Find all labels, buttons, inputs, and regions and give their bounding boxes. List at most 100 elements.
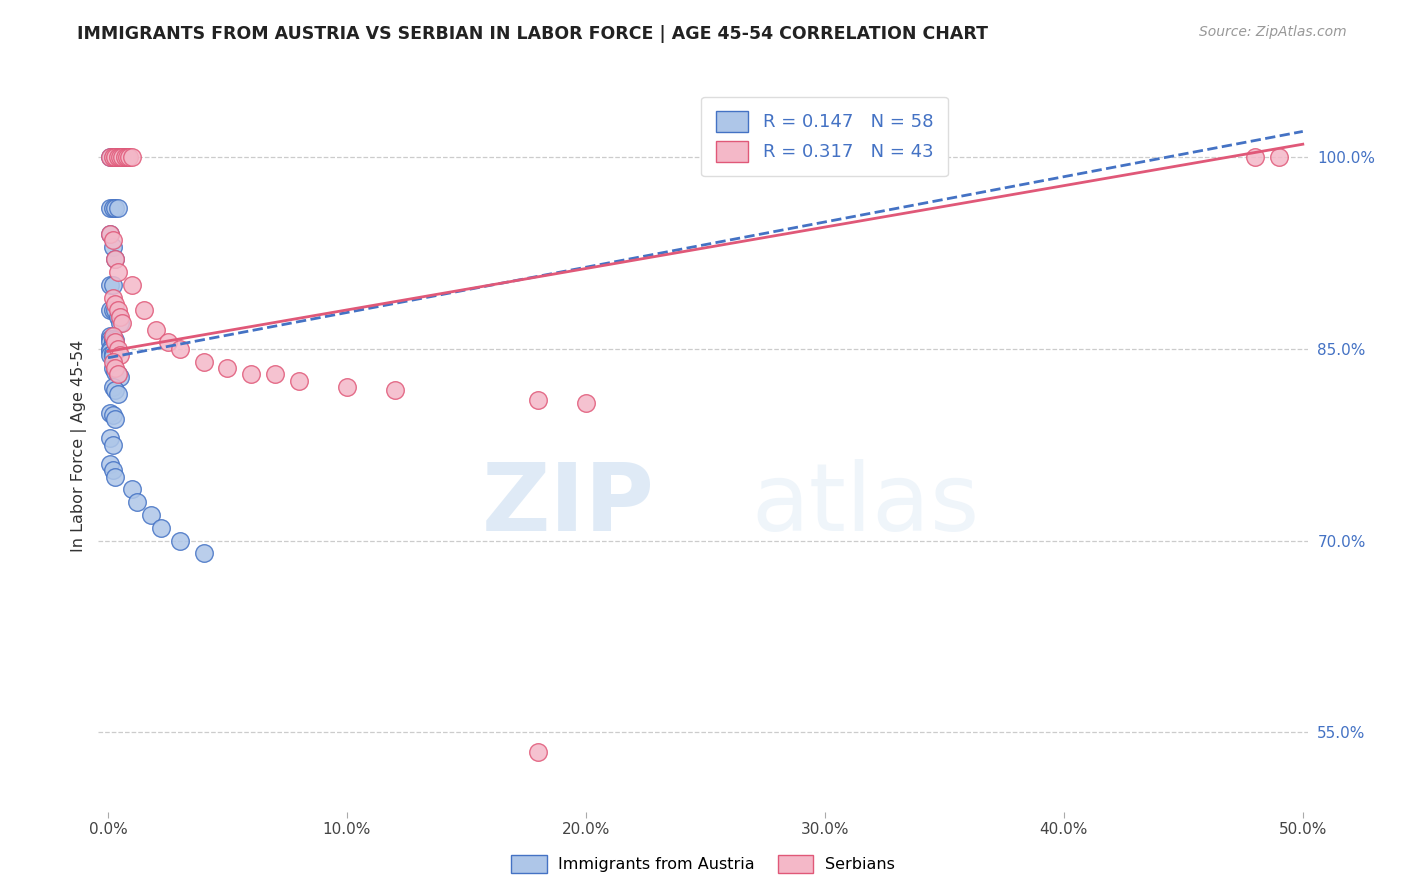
Point — [111, 150, 134, 164]
Point — [101, 303, 124, 318]
Point — [288, 374, 311, 388]
Point — [115, 150, 138, 164]
Point — [107, 310, 129, 324]
Point — [98, 150, 121, 164]
Point — [139, 508, 162, 522]
Point — [217, 361, 239, 376]
Point — [101, 345, 124, 359]
Point — [101, 350, 124, 364]
Point — [1244, 150, 1267, 164]
Point — [101, 438, 124, 452]
Point — [101, 332, 124, 346]
Point — [98, 342, 121, 356]
Point — [104, 338, 127, 352]
Point — [101, 201, 124, 215]
Point — [101, 233, 124, 247]
Point — [108, 150, 131, 164]
Point — [98, 344, 121, 359]
Point — [104, 412, 127, 426]
Point — [101, 354, 124, 368]
Point — [104, 150, 127, 164]
Point — [108, 150, 131, 164]
Point — [104, 150, 127, 164]
Point — [107, 368, 129, 382]
Point — [121, 150, 143, 164]
Point — [111, 316, 134, 330]
Point — [125, 495, 148, 509]
Point — [104, 333, 127, 347]
Point — [98, 406, 121, 420]
Point — [98, 227, 121, 241]
Point — [384, 383, 406, 397]
Point — [98, 227, 121, 241]
Point — [107, 368, 129, 382]
Point — [240, 368, 263, 382]
Point — [575, 395, 598, 409]
Point — [104, 303, 127, 318]
Point — [118, 150, 141, 164]
Point — [107, 386, 129, 401]
Text: IMMIGRANTS FROM AUSTRIA VS SERBIAN IN LABOR FORCE | AGE 45-54 CORRELATION CHART: IMMIGRANTS FROM AUSTRIA VS SERBIAN IN LA… — [77, 25, 988, 43]
Point — [101, 291, 124, 305]
Point — [264, 368, 287, 382]
Point — [115, 150, 138, 164]
Point — [108, 370, 131, 384]
Point — [104, 361, 127, 376]
Point — [169, 342, 191, 356]
Point — [114, 150, 136, 164]
Legend: R = 0.147   N = 58, R = 0.317   N = 43: R = 0.147 N = 58, R = 0.317 N = 43 — [702, 96, 948, 177]
Point — [101, 150, 124, 164]
Point — [121, 277, 143, 292]
Legend: Immigrants from Austria, Serbians: Immigrants from Austria, Serbians — [505, 848, 901, 880]
Point — [104, 469, 127, 483]
Point — [101, 150, 124, 164]
Point — [108, 310, 131, 324]
Point — [101, 329, 124, 343]
Point — [101, 463, 124, 477]
Point — [98, 277, 121, 292]
Point — [169, 533, 191, 548]
Point — [107, 150, 129, 164]
Point — [98, 150, 121, 164]
Point — [111, 150, 134, 164]
Point — [132, 303, 155, 318]
Text: Source: ZipAtlas.com: Source: ZipAtlas.com — [1199, 25, 1347, 39]
Point — [98, 303, 121, 318]
Point — [104, 252, 127, 267]
Point — [193, 546, 215, 560]
Point — [149, 521, 172, 535]
Point — [98, 457, 121, 471]
Point — [101, 380, 124, 394]
Point — [104, 342, 127, 356]
Point — [156, 335, 179, 350]
Point — [101, 335, 124, 350]
Point — [104, 201, 127, 215]
Point — [862, 150, 884, 164]
Point — [98, 348, 121, 362]
Point — [527, 392, 550, 407]
Point — [193, 354, 215, 368]
Point — [98, 431, 121, 445]
Point — [104, 365, 127, 379]
Text: atlas: atlas — [751, 458, 980, 550]
Point — [101, 361, 124, 376]
Point — [101, 239, 124, 253]
Point — [145, 323, 167, 337]
Point — [336, 380, 359, 394]
Text: ZIP: ZIP — [482, 458, 655, 550]
Point — [107, 150, 129, 164]
Point — [107, 265, 129, 279]
Point — [101, 277, 124, 292]
Point — [98, 332, 121, 346]
Point — [108, 348, 131, 362]
Point — [1268, 150, 1291, 164]
Point — [108, 316, 131, 330]
Point — [98, 335, 121, 350]
Y-axis label: In Labor Force | Age 45-54: In Labor Force | Age 45-54 — [72, 340, 87, 552]
Point — [121, 483, 143, 497]
Point — [98, 201, 121, 215]
Point — [104, 383, 127, 397]
Point — [107, 201, 129, 215]
Point — [104, 335, 127, 350]
Point — [107, 303, 129, 318]
